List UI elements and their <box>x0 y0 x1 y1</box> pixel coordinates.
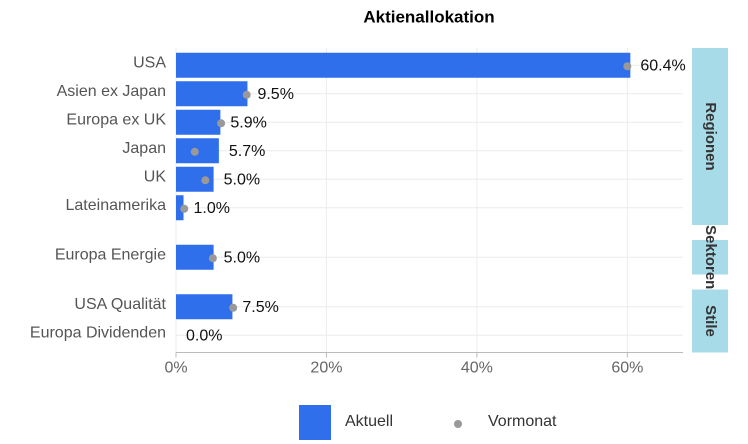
data-label: 5.7% <box>229 143 265 160</box>
y-tick-label: Europa Dividenden <box>30 324 166 341</box>
data-label: 7.5% <box>242 299 278 316</box>
y-tick-label: Europa ex UK <box>66 111 166 128</box>
y-tick-label: USA <box>133 54 166 71</box>
x-tick-label: 20% <box>310 360 342 377</box>
x-tick-label: 60% <box>611 360 643 377</box>
facet-strip <box>692 240 728 275</box>
y-tick-label: USA Qualität <box>74 296 166 313</box>
legend-swatch <box>454 420 462 428</box>
y-tick-label: Asien ex Japan <box>57 83 166 100</box>
bar <box>176 244 214 270</box>
facet-label: Stile <box>702 305 719 337</box>
bar <box>176 109 221 135</box>
data-label: 1.0% <box>194 200 230 217</box>
chart-title: Aktienallokation <box>363 7 494 26</box>
facet-label: Regionen <box>702 102 719 170</box>
facet-strip <box>692 289 728 353</box>
bar <box>176 195 184 221</box>
data-label: 60.4% <box>640 57 685 74</box>
y-tick-label: Europa Energie <box>55 246 166 263</box>
data-label: 9.5% <box>257 86 293 103</box>
bar <box>176 52 631 78</box>
legend-swatch <box>299 405 331 440</box>
dot <box>242 90 251 99</box>
data-label: 5.9% <box>230 114 266 131</box>
legend-label: Aktuell <box>345 413 393 430</box>
bar <box>176 81 248 107</box>
dot <box>229 303 238 312</box>
facet-strip <box>692 48 728 225</box>
dot <box>201 176 210 185</box>
data-label: 0.0% <box>186 327 222 344</box>
dot <box>208 254 217 263</box>
facet-label: Sektoren <box>702 225 719 289</box>
x-tick-label: 0% <box>164 360 187 377</box>
bar <box>176 294 233 320</box>
dot <box>190 147 199 156</box>
x-tick-label: 40% <box>461 360 493 377</box>
legend-label: Vormonat <box>488 413 557 430</box>
y-tick-label: Japan <box>122 140 166 157</box>
y-tick-label: Lateinamerika <box>66 197 167 214</box>
dot <box>623 62 632 71</box>
data-label: 5.0% <box>224 171 260 188</box>
data-label: 5.0% <box>224 249 260 266</box>
dot <box>180 204 189 213</box>
y-tick-label: UK <box>144 168 167 185</box>
dot <box>217 119 226 128</box>
